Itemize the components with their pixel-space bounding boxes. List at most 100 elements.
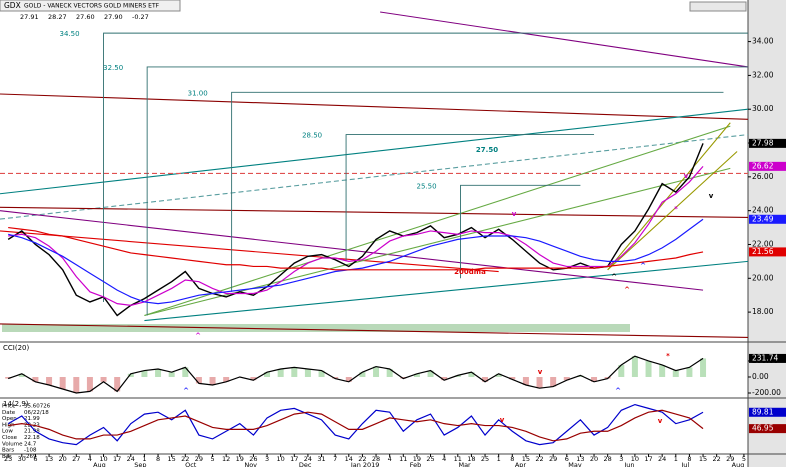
x-tick-label: 19 xyxy=(236,455,244,463)
series-line xyxy=(8,218,704,305)
x-tick-label: 4 xyxy=(442,455,446,463)
x-tick-label: 13 xyxy=(45,455,53,463)
info-value: -108 xyxy=(24,448,37,454)
toolbar[interactable] xyxy=(689,1,747,12)
trendline xyxy=(144,167,731,317)
last-value: 231.74 xyxy=(752,353,778,362)
x-tick-label: 10 xyxy=(277,455,285,463)
info-value: -269 xyxy=(24,454,37,460)
annotation: * xyxy=(666,352,670,360)
quote: -0.27 xyxy=(132,13,149,21)
info-value: 06/22/18 xyxy=(24,410,49,416)
x-tick-label: 8 xyxy=(510,455,514,463)
month-label: May xyxy=(568,461,582,467)
trendline xyxy=(0,210,704,291)
target-line xyxy=(146,66,748,316)
target-line xyxy=(345,134,595,262)
annotation: 200dma xyxy=(454,268,486,276)
x-tick-label: 22 xyxy=(181,455,189,463)
info-value: 21.99 xyxy=(24,416,40,422)
x-tick-label: 8 xyxy=(156,455,160,463)
x-tick-label: 29 xyxy=(195,455,203,463)
annotation: ^ xyxy=(624,286,630,294)
x-tick-label: 28 xyxy=(372,455,380,463)
annotation: v xyxy=(538,368,543,376)
x-tick-label: 5 xyxy=(742,455,746,463)
month-label: Mar xyxy=(458,461,471,467)
x-tick-label: 30 xyxy=(18,455,26,463)
y-tick-label: 24.00 xyxy=(752,206,774,215)
trendline xyxy=(607,151,738,271)
x-tick-label: 6 xyxy=(33,455,37,463)
x-tick-label: 31 xyxy=(317,455,325,463)
x-tick-label: 27 xyxy=(72,455,80,463)
last-value: 21.56 xyxy=(752,247,774,256)
x-tick-label: 13 xyxy=(576,455,584,463)
trendline xyxy=(380,11,749,68)
x-tick-label: 15 xyxy=(699,455,707,463)
info-label: Bars xyxy=(2,448,14,454)
last-value: 89.81 xyxy=(752,407,774,416)
x-tick-label: 15 xyxy=(168,455,176,463)
annotation: ^ xyxy=(195,332,201,340)
target-label: 31.00 xyxy=(188,89,208,97)
last-value-box xyxy=(749,247,786,257)
y-tick-label: 0.00 xyxy=(752,372,769,381)
trendline xyxy=(144,260,749,322)
panel-title: 14(2,9) xyxy=(3,400,29,408)
trendline xyxy=(0,206,749,218)
x-tick-label: 6 xyxy=(565,455,569,463)
annotation: ^ xyxy=(640,262,646,270)
series-line xyxy=(7,403,704,446)
trendline xyxy=(0,323,749,339)
trendline xyxy=(0,108,749,195)
quote: 28.27 xyxy=(48,13,67,21)
x-tick-label: 1 xyxy=(497,455,501,463)
info-value: 22.18 xyxy=(24,435,40,441)
x-tick-label: 11 xyxy=(399,455,407,463)
last-value: 46.95 xyxy=(752,424,774,433)
header-title: GOLD - VANECK VECTORS GOLD MINERS ETF xyxy=(24,3,160,10)
series-line xyxy=(8,165,704,306)
info-label: Bar xyxy=(2,454,12,460)
quote: 27.60 xyxy=(76,13,95,21)
x-tick-label: 29 xyxy=(549,455,557,463)
y-tick-label: -200.00 xyxy=(752,388,781,397)
x-tick-label: 17 xyxy=(290,455,298,463)
target-line xyxy=(460,184,581,279)
x-tick-label: 28 xyxy=(604,455,612,463)
annotation: ^ xyxy=(611,273,617,281)
x-tick-label: 24 xyxy=(304,455,312,463)
annotation: ^ xyxy=(615,387,621,395)
month-label: Nov xyxy=(244,461,257,467)
month-label: Oct xyxy=(185,461,197,467)
month-label: Sep xyxy=(134,461,146,467)
annotation: ^ xyxy=(183,387,189,395)
trendline xyxy=(0,230,499,273)
month-label: Apr xyxy=(515,461,527,467)
annotation: v xyxy=(500,416,505,424)
x-tick-label: 11 xyxy=(454,455,462,463)
month-label: Dec xyxy=(299,461,312,467)
panel-title: CCI(20) xyxy=(3,344,29,352)
last-value-box xyxy=(749,407,786,417)
info-label: Close xyxy=(2,435,18,441)
x-tick-label: 4 xyxy=(388,455,392,463)
series-line xyxy=(8,226,704,271)
month-label: Feb xyxy=(410,461,422,467)
annotation: v xyxy=(684,172,689,180)
month-label: Jan 2019 xyxy=(350,461,380,467)
trendline xyxy=(0,93,749,120)
x-tick-label: 19 xyxy=(413,455,421,463)
support-band xyxy=(2,324,630,332)
annotation: v xyxy=(512,210,517,218)
info-label: Volume xyxy=(2,441,23,447)
info-label: Date xyxy=(2,410,16,416)
right-axis-panel xyxy=(748,0,786,467)
last-value-box xyxy=(749,353,786,363)
series-line xyxy=(8,409,704,442)
x-tick-label: 10 xyxy=(631,455,639,463)
month-label: Jul xyxy=(680,461,689,467)
x-tick-label: 8 xyxy=(687,455,691,463)
